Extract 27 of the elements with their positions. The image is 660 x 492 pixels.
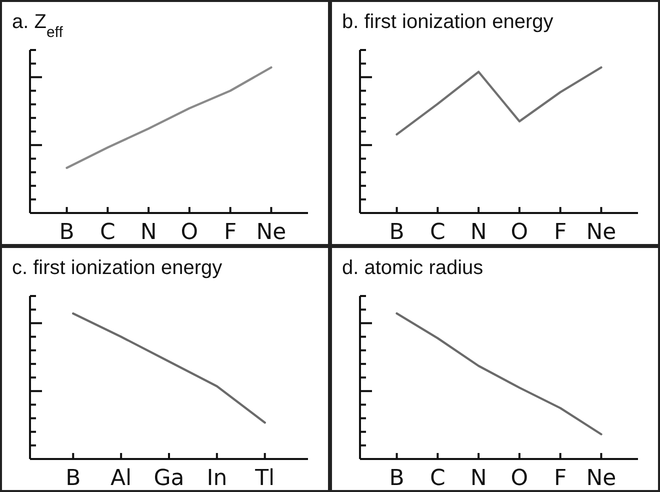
x-tick-label: B bbox=[389, 466, 404, 491]
x-tick-label: Al bbox=[110, 466, 132, 491]
x-tick-label: C bbox=[430, 466, 446, 491]
x-tick-label: F bbox=[224, 220, 237, 245]
x-tick-label: Ne bbox=[256, 220, 286, 245]
x-tick-label: B bbox=[66, 466, 81, 491]
x-tick-label: O bbox=[510, 466, 528, 491]
x-tick-label: C bbox=[430, 220, 446, 245]
chart-title: b. first ionization energy bbox=[342, 11, 554, 33]
x-tick-label: Ga bbox=[154, 466, 184, 491]
x-tick-label: B bbox=[59, 220, 74, 245]
x-tick-label: Tl bbox=[254, 466, 275, 491]
x-tick-label: C bbox=[100, 220, 116, 245]
x-tick-label: F bbox=[554, 220, 567, 245]
x-tick-label: N bbox=[470, 220, 487, 245]
x-tick-label: N bbox=[140, 220, 157, 245]
x-tick-label: O bbox=[180, 220, 198, 245]
x-tick-label: Ne bbox=[586, 466, 616, 491]
chart-title: c. first ionization energy bbox=[12, 257, 222, 279]
x-tick-label: N bbox=[470, 466, 487, 491]
x-tick-label: F bbox=[554, 466, 567, 491]
chart-title: a. Z$_{eff}$ bbox=[12, 11, 64, 40]
x-tick-label: O bbox=[510, 220, 528, 245]
x-tick-label: B bbox=[389, 220, 404, 245]
x-tick-label: Ne bbox=[586, 220, 616, 245]
x-tick-label: In bbox=[206, 466, 228, 491]
chart-title: d. atomic radius bbox=[342, 257, 484, 279]
